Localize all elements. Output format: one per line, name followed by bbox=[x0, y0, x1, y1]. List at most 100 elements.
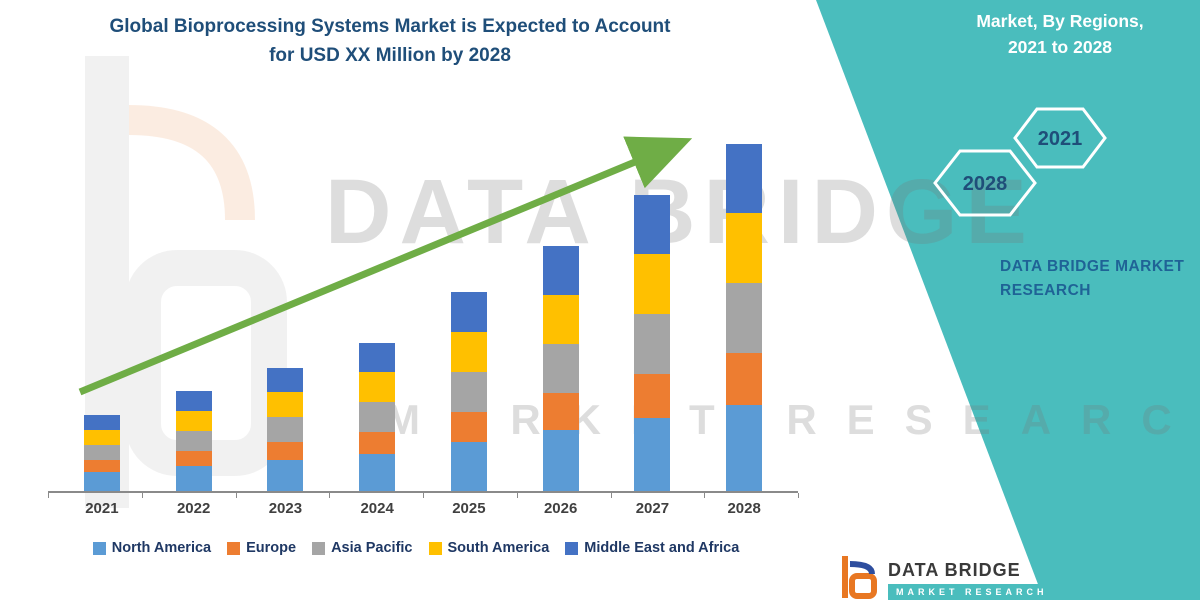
bar-segment-europe bbox=[359, 432, 396, 454]
bar-segment-middle-east-and-africa bbox=[83, 415, 120, 430]
bar-segment-europe bbox=[450, 412, 487, 442]
axis-tick bbox=[704, 493, 706, 498]
bar-stack-2024 bbox=[359, 343, 396, 491]
bar-segment-europe bbox=[267, 442, 304, 460]
legend-item-asia-pacific: Asia Pacific bbox=[312, 540, 413, 556]
legend-swatch bbox=[428, 541, 442, 555]
axis-tick bbox=[141, 493, 143, 498]
bar-stack-2027 bbox=[634, 195, 671, 491]
legend-label: North America bbox=[111, 540, 212, 556]
x-axis-label-2028: 2028 bbox=[727, 500, 761, 517]
hexagon-2028 bbox=[933, 149, 1037, 217]
panel-heading: Market, By Regions, 2021 to 2028 bbox=[930, 8, 1190, 61]
bar-column-2025 bbox=[423, 292, 515, 491]
bar-stack-2028 bbox=[726, 144, 763, 491]
bar-segment-middle-east-and-africa bbox=[634, 195, 671, 254]
bar-column-2027 bbox=[607, 195, 699, 491]
x-axis-label-2026: 2026 bbox=[543, 500, 578, 517]
bar-segment-middle-east-and-africa bbox=[175, 391, 212, 411]
bar-segment-north-america bbox=[726, 405, 763, 491]
bar-segment-middle-east-and-africa bbox=[450, 292, 487, 332]
legend-swatch bbox=[227, 541, 241, 555]
bar-segment-north-america bbox=[542, 430, 579, 491]
legend-item-north-america: North America bbox=[92, 540, 212, 556]
plot-area bbox=[48, 126, 798, 491]
legend-label: Europe bbox=[246, 540, 297, 556]
bar-segment-asia-pacific bbox=[726, 283, 763, 353]
bar-column-2021 bbox=[56, 415, 148, 491]
bar-segment-north-america bbox=[83, 472, 120, 491]
bar-segment-europe bbox=[726, 353, 763, 405]
bar-segment-middle-east-and-africa bbox=[267, 368, 304, 392]
x-axis-labels: 2021 2022 2023 2024 2025 2026 2027 2028 bbox=[48, 500, 798, 517]
bar-column-2022 bbox=[148, 391, 240, 491]
chart-title: Global Bioprocessing Systems Market is E… bbox=[30, 12, 750, 71]
bar-segment-south-america bbox=[83, 430, 120, 445]
chart-title-line2: for USD XX Million by 2028 bbox=[269, 45, 511, 67]
bar-segment-europe bbox=[542, 393, 579, 430]
bar-segment-asia-pacific bbox=[634, 314, 671, 374]
axis-tick bbox=[329, 493, 331, 498]
bar-segment-north-america bbox=[267, 460, 304, 491]
bar-segment-asia-pacific bbox=[542, 344, 579, 393]
bar-segment-middle-east-and-africa bbox=[726, 144, 763, 213]
bar-segment-europe bbox=[634, 374, 671, 418]
axis-tick bbox=[610, 493, 612, 498]
axis-tick bbox=[516, 493, 518, 498]
year-hexagons: 2028 2021 bbox=[933, 107, 1107, 217]
legend-swatch bbox=[565, 541, 579, 555]
bar-stack-2021 bbox=[83, 415, 120, 491]
bar-segment-south-america bbox=[542, 295, 579, 344]
bar-segment-europe bbox=[175, 451, 212, 466]
hexagon-2021-label: 2021 bbox=[1038, 128, 1083, 150]
chart-title-line1: Global Bioprocessing Systems Market is E… bbox=[109, 16, 671, 37]
legend-item-south-america: South America bbox=[428, 540, 550, 556]
x-axis-label-2022: 2022 bbox=[176, 500, 211, 517]
x-axis-label-2021: 2021 bbox=[85, 500, 119, 517]
bar-column-2026 bbox=[515, 246, 607, 491]
plot-wrap bbox=[48, 126, 799, 498]
bar-segment-asia-pacific bbox=[359, 402, 396, 432]
hexagon-2028-label: 2028 bbox=[963, 173, 1008, 195]
bar-segment-south-america bbox=[359, 372, 396, 402]
brand-text-line1: DATA BRIDGE MARKET bbox=[1000, 258, 1185, 275]
legend-label: South America bbox=[447, 540, 550, 556]
bar-segment-europe bbox=[83, 460, 120, 472]
bar-segment-south-america bbox=[450, 332, 487, 372]
legend-label: Middle East and Africa bbox=[584, 540, 740, 556]
bar-stack-2023 bbox=[267, 368, 304, 491]
axis-tick bbox=[235, 493, 237, 498]
bar-column-2024 bbox=[331, 343, 423, 491]
bar-segment-asia-pacific bbox=[450, 372, 487, 412]
databridge-logo: DATA BRIDGE MARKET RESEARCH bbox=[836, 554, 1056, 600]
bar-segment-south-america bbox=[175, 411, 212, 431]
legend-item-middle-east-and-africa: Middle East and Africa bbox=[565, 540, 739, 556]
bar-column-2023 bbox=[240, 368, 332, 491]
axis-tick bbox=[798, 493, 799, 498]
bar-segment-north-america bbox=[634, 418, 671, 491]
databridge-logo-text: DATA BRIDGE bbox=[888, 560, 1021, 580]
databridge-logo-icon bbox=[842, 556, 877, 599]
legend-item-europe: Europe bbox=[227, 540, 296, 556]
legend: North America Europe Asia Pacific South Ame… bbox=[16, 540, 816, 556]
brand-text-line2: RESEARCH bbox=[1000, 282, 1091, 300]
x-axis-label-2024: 2024 bbox=[360, 500, 394, 517]
bar-stack-2022 bbox=[175, 391, 212, 491]
bar-segment-south-america bbox=[726, 213, 763, 283]
bar-segment-asia-pacific bbox=[175, 431, 212, 451]
bar-segment-middle-east-and-africa bbox=[542, 246, 579, 295]
panel-heading-line1: Market, By Regions, bbox=[976, 11, 1144, 31]
hexagon-2021 bbox=[1013, 107, 1107, 169]
legend-label: Asia Pacific bbox=[331, 540, 413, 556]
bar-column-2028 bbox=[698, 144, 790, 491]
bar-segment-asia-pacific bbox=[83, 445, 120, 460]
watermark-text-marketresearch: MARKET RESEARCH bbox=[385, 396, 1200, 443]
x-axis-label-2023: 2023 bbox=[268, 500, 303, 517]
bar-segment-north-america bbox=[175, 466, 212, 491]
bar-segment-south-america bbox=[267, 392, 304, 417]
bar-stack-2025 bbox=[450, 292, 487, 491]
bar-segment-middle-east-and-africa bbox=[359, 343, 396, 372]
bar-segment-north-america bbox=[450, 442, 487, 491]
bar-segment-asia-pacific bbox=[267, 417, 304, 442]
